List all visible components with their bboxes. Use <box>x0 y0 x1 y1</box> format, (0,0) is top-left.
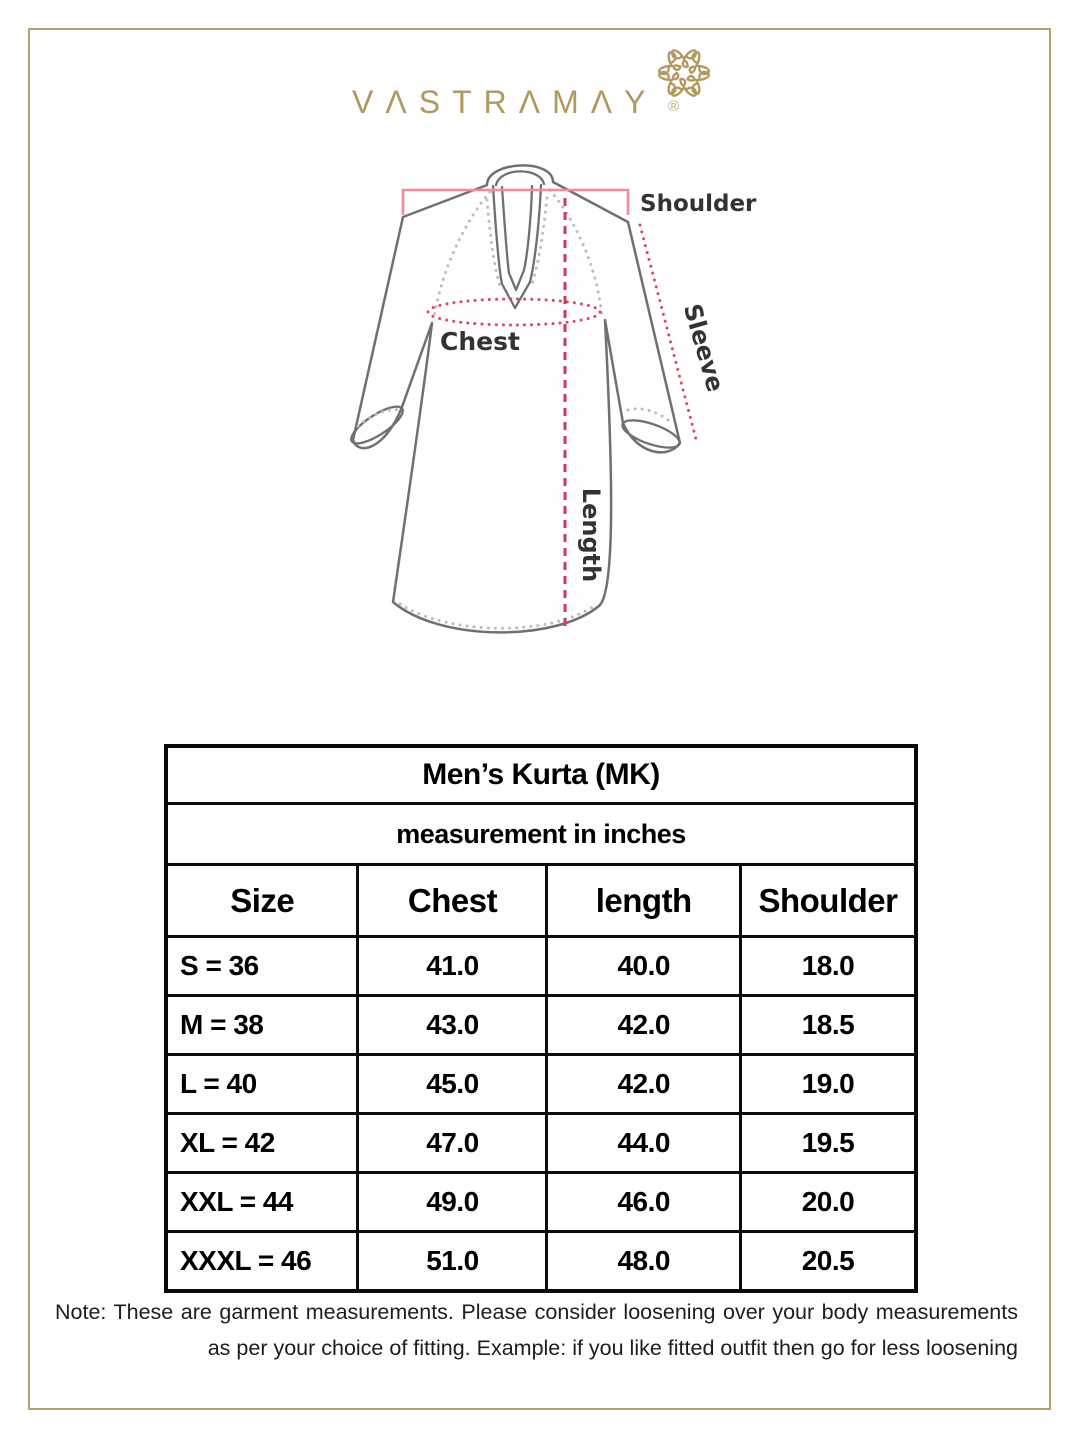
shoulder-label: Shoulder <box>640 191 757 217</box>
size-cell: S = 36 <box>164 935 360 997</box>
size-cell: M = 38 <box>164 994 360 1056</box>
table-row: S = 36 41.0 40.0 18.0 <box>164 935 918 997</box>
shoulder-cell: 19.5 <box>738 1112 918 1174</box>
length-cell: 44.0 <box>545 1112 742 1174</box>
length-cell: 48.0 <box>545 1230 742 1293</box>
table-subtitle: measurement in inches <box>164 802 918 866</box>
left-cuff <box>350 405 404 445</box>
chest-cell: 45.0 <box>356 1053 549 1115</box>
table-title-row: Men’s Kurta (MK) <box>164 744 918 805</box>
length-cell: 42.0 <box>545 1053 742 1115</box>
column-header-shoulder: Shoulder <box>738 863 918 938</box>
collar-inner-line <box>494 170 546 187</box>
chest-label: Chest <box>440 327 520 356</box>
size-chart-table: Men’s Kurta (MK) measurement in inches S… <box>164 744 918 1293</box>
length-label: Length <box>577 488 605 582</box>
table-subtitle-row: measurement in inches <box>164 802 918 866</box>
shoulder-cell: 19.0 <box>738 1053 918 1115</box>
table-title: Men’s Kurta (MK) <box>164 744 918 805</box>
registered-trademark: ® <box>668 98 680 115</box>
sleeve-label: Sleeve <box>678 301 730 395</box>
table-row: XXL = 44 49.0 46.0 20.0 <box>164 1171 918 1233</box>
size-cell: XXL = 44 <box>164 1171 360 1233</box>
chest-cell: 43.0 <box>356 994 549 1056</box>
size-cell: L = 40 <box>164 1053 360 1115</box>
table-row: XXXL = 46 51.0 48.0 20.5 <box>164 1230 918 1293</box>
chest-measure-ellipse <box>426 297 602 327</box>
shoulder-cell: 20.0 <box>738 1171 918 1233</box>
shoulder-cell: 18.0 <box>738 935 918 997</box>
note-line-2: as per your choice of fitting. Example: … <box>207 1336 1018 1360</box>
table-row: L = 40 45.0 42.0 19.0 <box>164 1053 918 1115</box>
right-placket-stitch <box>530 196 549 286</box>
size-cell: XL = 42 <box>164 1112 360 1174</box>
column-header-chest: Chest <box>356 863 549 938</box>
kurta-measurement-diagram: Shoulder Chest Sleeve Length <box>350 164 757 634</box>
kurta-outline <box>351 164 682 634</box>
sleeve-measure-line <box>638 223 699 445</box>
table-row: XL = 42 47.0 44.0 19.5 <box>164 1112 918 1174</box>
shoulder-cell: 20.5 <box>738 1230 918 1293</box>
table-header-row: Size Chest length Shoulder <box>164 863 918 938</box>
length-cell: 40.0 <box>545 935 742 997</box>
chest-cell: 47.0 <box>356 1112 549 1174</box>
left-cuff-stitch <box>356 408 402 428</box>
left-placket-stitch <box>485 198 502 288</box>
size-cell: XXXL = 46 <box>164 1230 360 1293</box>
column-header-length: length <box>545 863 742 938</box>
measurement-note: Note: These are garment measurements. Pl… <box>55 1294 1018 1366</box>
note-line-1: Note: These are garment measurements. Pl… <box>55 1300 1018 1324</box>
right-cuff <box>621 419 681 449</box>
column-header-size: Size <box>164 863 360 938</box>
length-cell: 46.0 <box>545 1171 742 1233</box>
brand-ornament-icon <box>657 49 711 97</box>
chest-cell: 41.0 <box>356 935 549 997</box>
placket-outer-line <box>491 183 543 310</box>
placket-inner-line <box>500 184 534 292</box>
table-row: M = 38 43.0 42.0 18.5 <box>164 994 918 1056</box>
chest-cell: 51.0 <box>356 1230 549 1293</box>
shoulder-measure-bracket <box>401 188 630 215</box>
length-cell: 42.0 <box>545 994 742 1056</box>
brand-logo-text: VΛSTRΛMΛY <box>352 84 658 120</box>
shoulder-cell: 18.5 <box>738 994 918 1056</box>
chest-cell: 49.0 <box>356 1171 549 1233</box>
